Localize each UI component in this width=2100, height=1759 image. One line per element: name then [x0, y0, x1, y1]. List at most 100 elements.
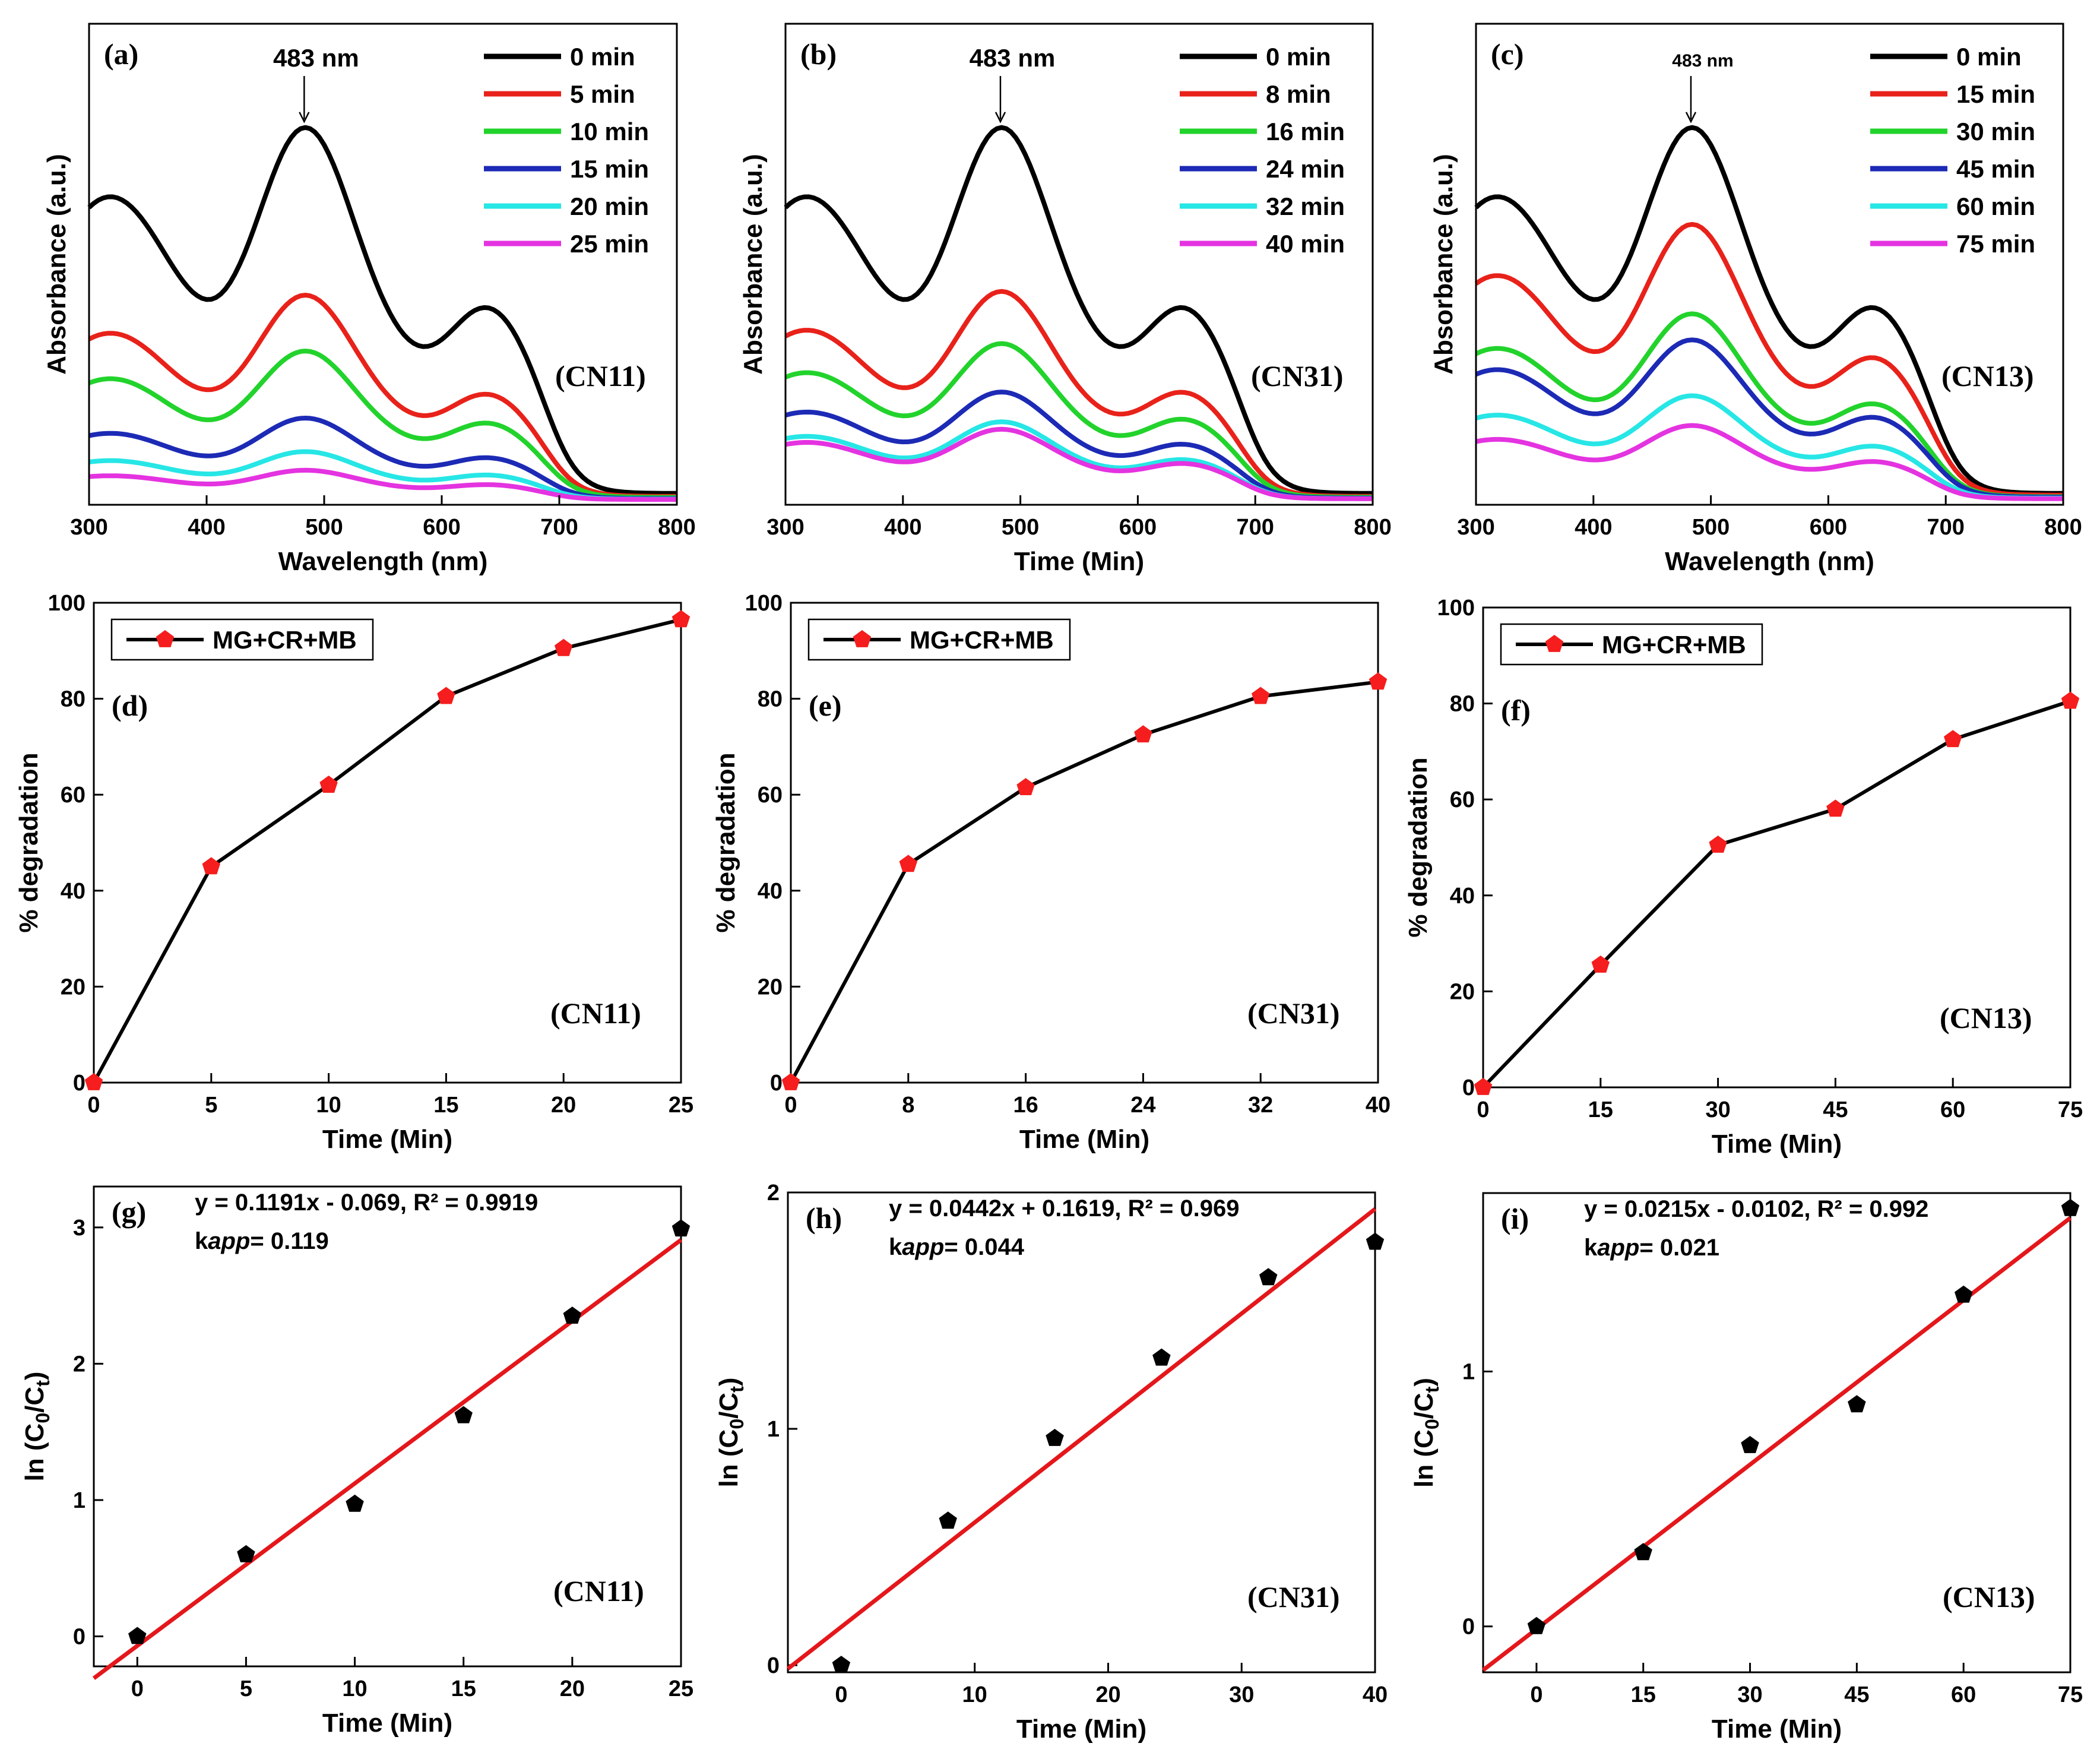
data-point: [563, 1306, 582, 1324]
data-point: [1634, 1543, 1652, 1561]
legend-item: 0 min: [1956, 43, 2022, 71]
y-tick-label: 80: [61, 687, 85, 712]
legend-item: 20 min: [570, 192, 649, 220]
panel-label: (c): [1491, 37, 1524, 71]
plot-frame-h: [787, 1191, 1376, 1673]
y-tick-label: 3: [73, 1216, 85, 1241]
y-tick-label: 40: [61, 879, 85, 904]
legend-marker: [1545, 635, 1564, 652]
peak-label: 483 nm: [273, 44, 359, 72]
data-point: [2061, 1198, 2080, 1216]
x-tick-label: 0: [1530, 1682, 1542, 1707]
data-point: [1527, 1616, 1546, 1634]
x-tick-label: 0: [1477, 1097, 1489, 1122]
x-tick-label: 0: [131, 1676, 144, 1701]
x-tick-label: 600: [423, 515, 460, 540]
data-point: [555, 638, 573, 656]
degradation-panel-d: 0 5 10 15 20 25 0 20 40 60 80 100 Time (Min) % degrad…: [14, 591, 693, 1154]
spectrum-curve-8-min: [784, 289, 1373, 499]
spectrum-curve-0-min: [1474, 125, 2063, 496]
x-axis-label: Time (Min): [322, 1709, 452, 1738]
y-axis-label-part: 0: [1421, 1419, 1443, 1429]
degradation-panel-e: 0 8 16 24 32 40 0 20 40 60 80 100 Time (Min) % degrad…: [711, 591, 1391, 1154]
data-point: [939, 1511, 957, 1529]
legend-item: 15 min: [1956, 80, 2035, 108]
data-point: [1741, 1436, 1759, 1453]
y-axis-label-part: ln (C: [20, 1423, 49, 1482]
panel-label: (b): [800, 37, 837, 71]
y-tick-label: 0: [767, 1653, 780, 1678]
panel-label: (a): [104, 37, 138, 71]
data-point: [1955, 1285, 1973, 1303]
plot-frame-d: [93, 602, 682, 1084]
data-point: [1152, 1348, 1171, 1366]
spectrum-curve-15-min: [88, 416, 677, 501]
kapp-prefix: k: [889, 1234, 902, 1260]
x-tick-label: 15: [433, 1093, 458, 1118]
sample-label: (CN11): [555, 359, 646, 393]
fit-line: [92, 1238, 683, 1680]
fit-equation: y = 0.0442x + 0.1619, R² = 0.969: [889, 1195, 1239, 1222]
y-tick-label: 100: [1437, 596, 1475, 621]
x-tick-label: 20: [560, 1676, 585, 1701]
x-tick-label: 10: [962, 1682, 987, 1707]
x-tick-label: 30: [1705, 1097, 1730, 1122]
legend-item: MG+CR+MB: [910, 626, 1054, 654]
x-axis-label: Time (Min): [322, 1125, 452, 1154]
y-tick-label: 0: [770, 1071, 783, 1096]
legend-item: 45 min: [1956, 155, 2035, 183]
peak-label: 483 nm: [970, 44, 1056, 72]
sample-label: (CN31): [1251, 359, 1344, 393]
y-tick-label: 100: [48, 591, 85, 616]
y-tick-label: 40: [1450, 884, 1475, 909]
x-tick-label: 60: [1951, 1682, 1976, 1707]
y-axis-label-part: ): [714, 1378, 743, 1387]
y-tick-label: 80: [758, 687, 783, 712]
x-tick-label: 30: [1737, 1682, 1762, 1707]
y-axis-label-part: /C: [714, 1393, 743, 1419]
y-tick-label: 1: [1462, 1359, 1475, 1384]
peak-arrowhead: [299, 112, 310, 124]
x-tick-label: 400: [884, 515, 921, 540]
degradation-line: [789, 680, 1379, 1084]
x-tick-label: 700: [1236, 515, 1274, 540]
x-tick-label: 5: [240, 1676, 252, 1701]
sample-label: (CN13): [1941, 359, 2034, 393]
x-tick-label: 800: [658, 515, 695, 540]
x-tick-label: 25: [669, 1676, 693, 1701]
spectrum-curve-45-min: [1475, 337, 2063, 500]
y-axis-label-part: ln (C: [1409, 1429, 1439, 1488]
panel-label: (g): [112, 1195, 146, 1229]
x-tick-label: 500: [305, 515, 343, 540]
spectrum-curve-40-min: [785, 426, 1373, 501]
sample-label: (CN13): [1940, 1001, 2032, 1034]
data-point: [2061, 691, 2080, 709]
data-point: [319, 776, 338, 793]
data-point: [1474, 1078, 1493, 1095]
legend-item: 30 min: [1956, 118, 2035, 145]
y-axis-label-part: /C: [1409, 1393, 1439, 1419]
y-tick-label: 2: [767, 1181, 780, 1206]
data-point: [1944, 730, 1962, 748]
y-tick-label: 20: [61, 975, 85, 999]
y-tick-label: 1: [73, 1488, 85, 1513]
data-point: [672, 610, 691, 628]
y-axis-label-part: 0: [32, 1413, 53, 1423]
spectrum-curve-75-min: [1475, 423, 2063, 501]
spectrum-curve-15-min: [1474, 222, 2063, 498]
sample-label: (CN31): [1247, 1580, 1340, 1614]
panel-label: (h): [806, 1201, 842, 1235]
legend-item: 16 min: [1266, 118, 1345, 145]
x-tick-label: 40: [1363, 1682, 1388, 1707]
x-tick-label: 700: [1927, 515, 1964, 540]
peak-arrowhead: [994, 112, 1006, 124]
x-tick-label: 10: [342, 1676, 367, 1701]
data-point: [1591, 956, 1610, 973]
panel-label: (f): [1501, 694, 1531, 727]
degradation-line: [1481, 699, 2071, 1089]
data-point: [1252, 686, 1270, 704]
kapp-number: = 0.044: [944, 1234, 1024, 1260]
